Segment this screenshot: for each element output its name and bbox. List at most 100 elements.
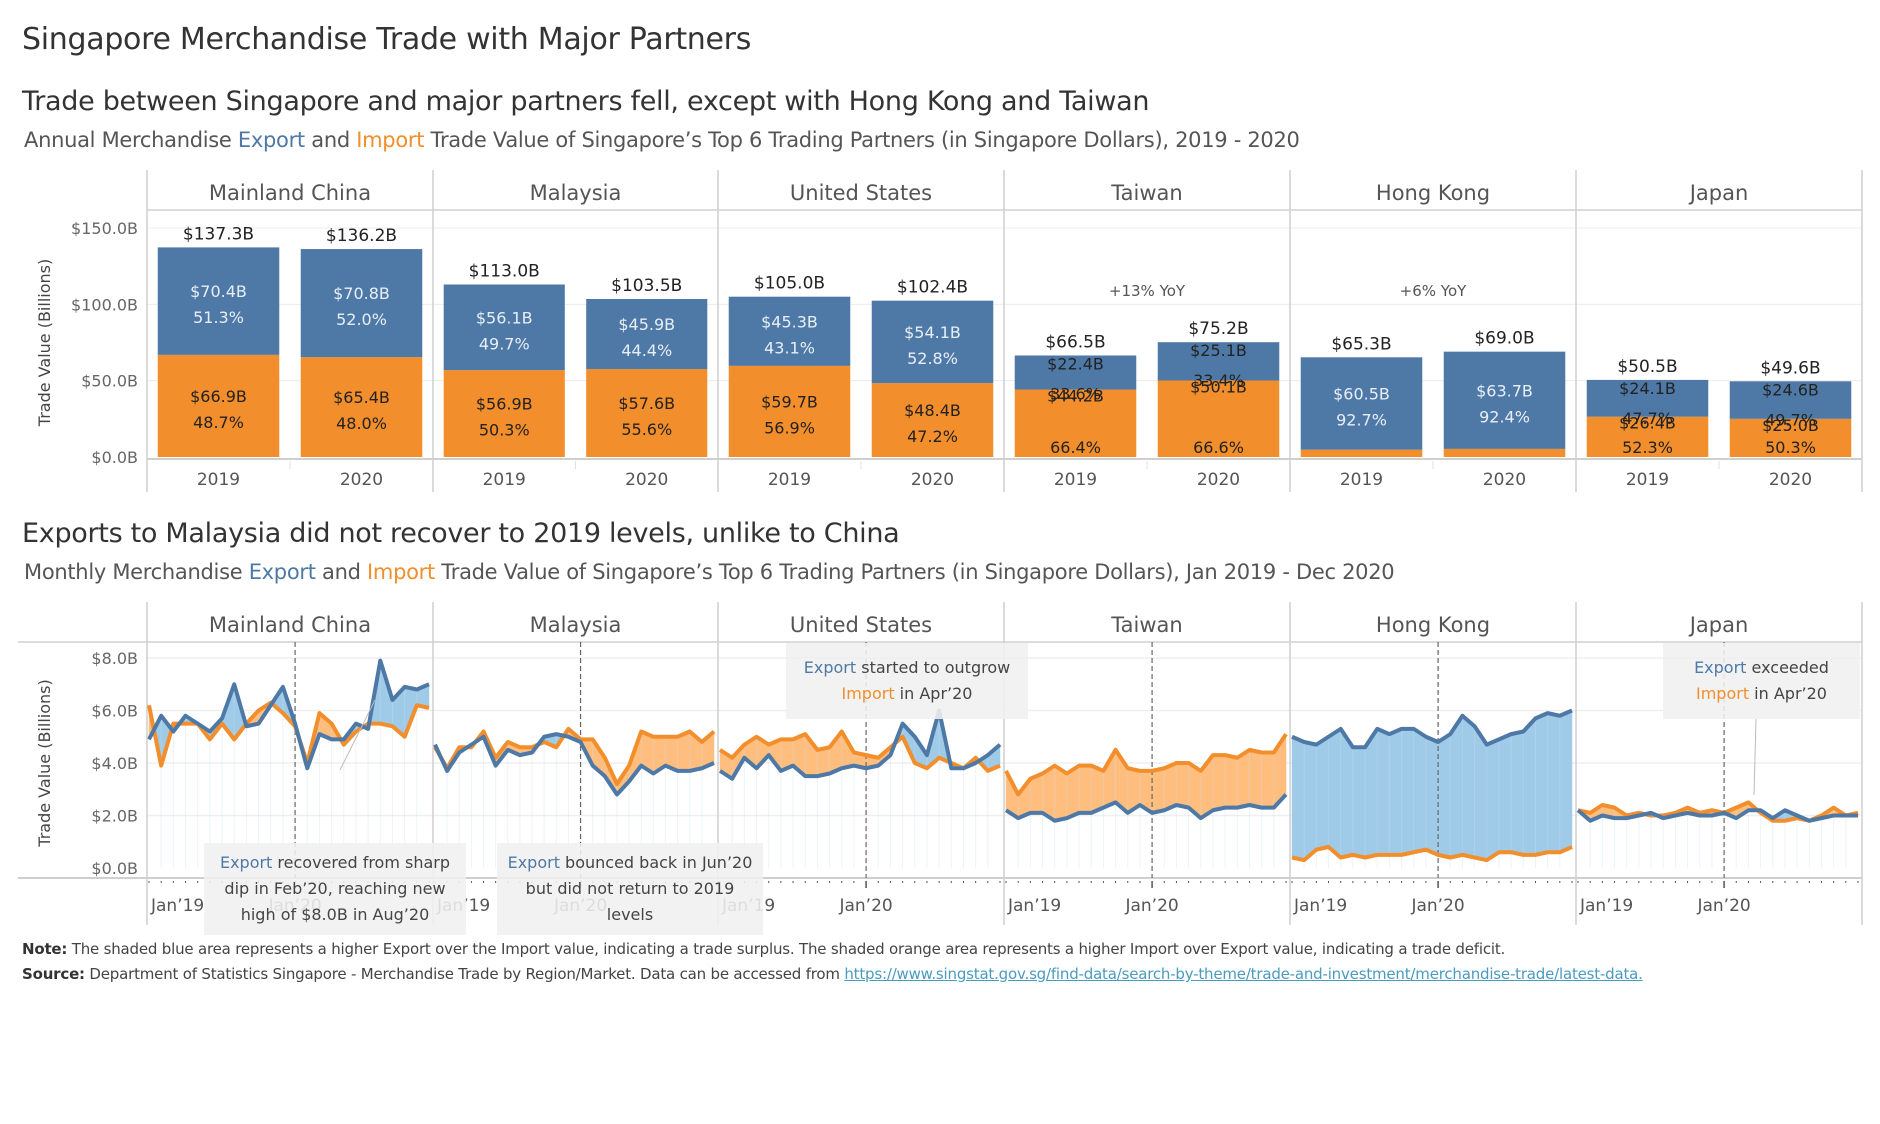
annotation-text: high of $8.0B in Aug’20 [240,905,430,924]
export-line [1291,708,1573,750]
y-tick-label: $0.0B [91,859,138,878]
annotation-united-states: Export started to outgrow Import in Apr’… [786,643,1028,719]
panel-header: Mainland China [209,181,371,205]
bar-import-value: $25.0B [1762,416,1819,435]
deficit-area [1224,754,1238,808]
bar-import-value: $57.6B [618,394,675,413]
bar-total-label: $65.3B [1331,334,1391,354]
surplus-area [1401,728,1414,856]
bar-import [157,354,280,457]
x-tick-label: 2019 [197,470,240,490]
source-link[interactable]: https://www.singstat.gov.sg/find-data/se… [844,965,1643,983]
annotation-text: bounced back in Jun’20 [559,853,753,872]
monthly-subtitle-import: Import [367,560,435,584]
annotation-text: dip in Feb’20, reaching new [224,879,446,898]
x-tick-label: 2019 [768,470,811,490]
bar-import-value: $48.4B [904,401,961,420]
import-line [1004,733,1288,797]
annotation-text: exceeded [1746,658,1829,677]
bar-import [586,369,708,457]
annotation-china: Export recovered from sharp dip in Feb’2… [204,843,466,935]
deficit-area [1164,762,1177,811]
surplus-area [1303,741,1317,861]
annotation-import-word: Import [841,684,895,703]
bar-export [1443,351,1566,449]
panel-header: Malaysia [530,181,622,205]
export-line [147,658,430,771]
source-text: Department of Statistics Singapore - Mer… [84,965,845,983]
surplus-area [1376,728,1390,856]
surplus-area [1498,733,1512,853]
bar-export-pct: 33.4% [1193,371,1244,390]
source-line: Source: Department of Statistics Singapo… [22,965,1643,983]
annotation-leader [1753,718,1757,796]
surplus-area [1413,728,1427,853]
bar-import [1586,416,1709,457]
annotation-export-word: Export [219,853,273,872]
x-tick-label: 2020 [1197,470,1240,490]
annotation-text: in Apr’20 [1749,684,1827,703]
deficit-area [1212,754,1226,811]
annotation-import-word: Import [1695,684,1750,703]
deficit-area [1249,749,1262,808]
y-tick-label: $8.0B [91,649,138,668]
export-line [433,732,715,797]
annual-subtitle-pre: Annual Merchandise [24,128,238,152]
annual-subtitle-and: and [304,128,357,152]
bar-export-pct: 49.7% [479,334,530,353]
bar-total-label: $113.0B [469,261,540,281]
bar-total-label: $49.6B [1760,358,1820,378]
x-tick-label: 2020 [1483,470,1526,490]
panel-header: Malaysia [530,613,622,637]
bar-export [1586,379,1709,417]
monthly-headline: Exports to Malaysia did not recover to 2… [22,518,900,549]
bar-export-value: $25.1B [1190,341,1247,360]
annual-subtitle-import: Import [356,128,425,152]
x-tick-label: Jan’19 [150,896,204,916]
surplus-area [1535,712,1548,856]
annotation-export-word: Export [1694,658,1747,677]
bar-import-value: $65.4B [333,388,390,407]
bar-import-pct: 50.3% [1765,438,1816,457]
y-tick-label: $50.0B [81,372,138,391]
bar-import-pct: 47.2% [907,427,958,446]
bar-export-value: $24.1B [1619,379,1676,398]
export-line [1576,808,1858,823]
x-tick-label: Jan’20 [838,896,892,916]
monthly-subtitle-export: Export [248,560,316,584]
bar-import-pct: 52.3% [1622,438,1673,457]
surplus-area [1523,717,1536,856]
deficit-area [1078,765,1092,814]
surplus-area [1474,725,1488,861]
bar-export-pct: 49.7% [1765,410,1816,429]
bar-import [1157,380,1280,457]
bar-export-value: $56.1B [476,308,533,327]
surplus-area [1316,736,1329,850]
bar-export [300,249,423,358]
bar-import-value: $44.2B [1047,387,1104,406]
annotation-text: in Apr’20 [894,684,973,703]
x-tick-label: 2020 [911,470,954,490]
bar-import-pct: 50.3% [479,421,530,440]
bar-export-pct: 52.0% [336,310,387,329]
yoy-label: +6% YoY [1400,282,1467,300]
bar-import [1300,449,1423,457]
panel-header: Japan [1688,181,1749,205]
annual-headline: Trade between Singapore and major partne… [22,86,1150,117]
bar-export [157,247,280,355]
bar-export [1014,355,1137,390]
surplus-area [1450,714,1463,858]
deficit-area [1176,762,1189,808]
y-tick-label: $6.0B [91,702,138,721]
y-tick-label: $150.0B [71,219,138,238]
surplus-area [1486,738,1500,861]
bar-import [300,357,423,457]
annotation-japan: Export exceeded Import in Apr’20 [1663,643,1860,719]
bar-export [1729,381,1852,419]
bar-import-value: $50.1B [1190,378,1247,397]
monthly-subtitle-post: Trade Value of Singapore’s Top 6 Trading… [434,560,1395,584]
dashboard-title: Singapore Merchandise Trade with Major P… [22,22,752,57]
bar-import [728,365,851,457]
x-tick-label: Jan’19 [1007,896,1061,916]
bar-import-value: $59.7B [761,392,818,411]
